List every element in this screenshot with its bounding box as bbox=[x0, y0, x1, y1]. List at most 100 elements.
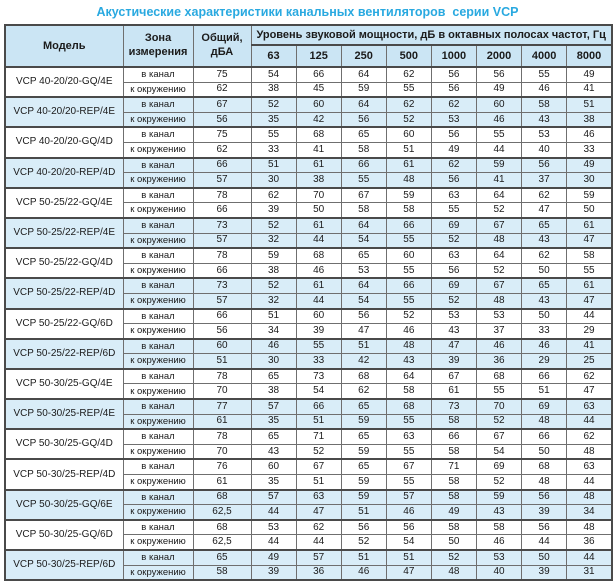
total-dba-cell: 70 bbox=[192, 383, 252, 400]
model-cell: VCP 50-30/25-GQ/4D bbox=[4, 428, 124, 460]
spl-value-cell: 36 bbox=[566, 534, 613, 551]
table-row-ambient: к окружению 62,5 44 44 52 54 50 46 44 36 bbox=[5, 534, 613, 551]
spl-value-cell: 63 bbox=[385, 428, 432, 445]
spl-value-cell: 65 bbox=[340, 428, 387, 445]
spl-value-cell: 59 bbox=[340, 488, 387, 506]
spl-value-cell: 58 bbox=[475, 518, 523, 536]
header-frequency-8000: 8000 bbox=[566, 44, 613, 68]
spl-value-cell: 62 bbox=[521, 247, 568, 264]
spl-value-cell: 51 bbox=[566, 96, 613, 113]
spl-value-cell: 62 bbox=[385, 65, 432, 83]
spl-value-cell: 65 bbox=[340, 247, 387, 264]
zone-cell-duct: в канал bbox=[122, 307, 194, 325]
spl-value-cell: 62 bbox=[385, 96, 432, 113]
table-row-ambient: к окружению 70 43 52 59 55 58 54 50 48 bbox=[5, 443, 613, 460]
table-row-duct: VCP 50-30/25-GQ/6E в канал 68 57 63 59 57 58 59 5… bbox=[4, 488, 613, 521]
total-dba-cell: 78 bbox=[192, 247, 252, 264]
spl-value-cell: 47 bbox=[340, 323, 387, 340]
spl-value-cell: 60 bbox=[295, 307, 342, 325]
spl-value-cell: 63 bbox=[295, 488, 342, 506]
spl-value-cell: 30 bbox=[566, 172, 613, 189]
spl-value-cell: 46 bbox=[250, 337, 297, 355]
spl-value-cell: 49 bbox=[566, 65, 613, 83]
spl-value-cell: 47 bbox=[566, 232, 613, 249]
spl-value-cell: 50 bbox=[295, 202, 342, 219]
spl-value-cell: 39 bbox=[250, 202, 297, 219]
spl-value-cell: 44 bbox=[566, 548, 613, 566]
spl-value-cell: 70 bbox=[295, 186, 342, 204]
zone-cell-duct: в канал bbox=[122, 96, 194, 113]
spl-value-cell: 33 bbox=[250, 141, 297, 159]
spl-value-cell: 32 bbox=[250, 292, 297, 310]
table-row-duct: VCP 40-20/20-REP/4E в канал 67 52 60 64 62 62 60… bbox=[4, 96, 613, 128]
spl-value-cell: 56 bbox=[475, 65, 523, 83]
spl-value-cell: 48 bbox=[385, 337, 432, 355]
spl-value-cell: 46 bbox=[475, 111, 523, 128]
spl-value-cell: 64 bbox=[340, 277, 387, 294]
header-row-frequencies: 63 125 250 500 1000 2000 4000 8000 bbox=[5, 44, 613, 68]
spl-value-cell: 56 bbox=[340, 111, 387, 128]
spl-value-cell: 73 bbox=[430, 398, 477, 415]
spl-value-cell: 48 bbox=[475, 292, 523, 310]
table-row-duct: VCP 40-20/20-GQ/4E в канал 75 54 66 64 62 56 56 5… bbox=[4, 65, 613, 98]
spl-value-cell: 44 bbox=[566, 474, 613, 491]
spl-value-cell: 62 bbox=[250, 186, 297, 204]
spl-value-cell: 43 bbox=[521, 292, 568, 310]
zone-cell-duct: в канал bbox=[122, 428, 194, 445]
spl-value-cell: 54 bbox=[340, 292, 387, 310]
spl-value-cell: 33 bbox=[295, 353, 342, 370]
spl-value-cell: 46 bbox=[340, 564, 387, 581]
total-dba-cell: 62,5 bbox=[192, 534, 252, 551]
zone-cell-ambient: к окружению bbox=[122, 534, 194, 551]
spl-value-cell: 46 bbox=[566, 126, 613, 143]
table-body: VCP 40-20/20-GQ/4E в канал 75 54 66 64 62 56 56 5… bbox=[4, 65, 613, 581]
zone-cell-duct: в канал bbox=[122, 216, 194, 234]
table-row-duct: VCP 50-25/22-REP/4E в канал 73 52 61 64 66 69 67… bbox=[4, 216, 613, 249]
spl-value-cell: 53 bbox=[340, 262, 387, 279]
spl-value-cell: 58 bbox=[430, 443, 477, 460]
spl-value-cell: 53 bbox=[475, 307, 523, 325]
zone-cell-ambient: к окружению bbox=[122, 323, 194, 340]
zone-cell-duct: в канал bbox=[122, 458, 194, 476]
spl-value-cell: 36 bbox=[295, 564, 342, 581]
spl-value-cell: 37 bbox=[475, 323, 523, 340]
spl-value-cell: 53 bbox=[475, 548, 523, 566]
spl-value-cell: 48 bbox=[430, 564, 477, 581]
total-dba-cell: 62,5 bbox=[192, 504, 252, 521]
spl-value-cell: 47 bbox=[385, 564, 432, 581]
spl-value-cell: 43 bbox=[521, 232, 568, 249]
spl-value-cell: 56 bbox=[430, 172, 477, 189]
spl-value-cell: 56 bbox=[340, 518, 387, 536]
spl-value-cell: 48 bbox=[475, 232, 523, 249]
spl-value-cell: 51 bbox=[340, 548, 387, 566]
zone-cell-ambient: к окружению bbox=[122, 383, 194, 400]
spl-value-cell: 53 bbox=[250, 518, 297, 536]
spl-value-cell: 38 bbox=[250, 262, 297, 279]
spl-value-cell: 54 bbox=[295, 383, 342, 400]
spl-value-cell: 61 bbox=[295, 156, 342, 174]
total-dba-cell: 56 bbox=[192, 323, 252, 340]
spl-value-cell: 67 bbox=[475, 277, 523, 294]
spl-value-cell: 65 bbox=[340, 126, 387, 143]
zone-cell-ambient: к окружению bbox=[122, 262, 194, 279]
spl-value-cell: 54 bbox=[340, 232, 387, 249]
spl-value-cell: 58 bbox=[340, 141, 387, 159]
model-cell: VCP 40-20/20-REP/4D bbox=[4, 156, 124, 189]
spl-value-cell: 50 bbox=[521, 443, 568, 460]
spl-value-cell: 68 bbox=[295, 126, 342, 143]
spl-value-cell: 34 bbox=[250, 323, 297, 340]
spl-value-cell: 62 bbox=[566, 428, 613, 445]
spl-value-cell: 68 bbox=[295, 247, 342, 264]
spl-value-cell: 44 bbox=[295, 292, 342, 310]
spl-value-cell: 61 bbox=[385, 156, 432, 174]
model-cell: VCP 50-30/25-REP/6D bbox=[4, 548, 124, 581]
spl-value-cell: 69 bbox=[521, 398, 568, 415]
total-dba-cell: 68 bbox=[192, 518, 252, 536]
spl-value-cell: 50 bbox=[566, 202, 613, 219]
spl-value-cell: 50 bbox=[521, 262, 568, 279]
model-cell: VCP 50-25/22-GQ/4E bbox=[4, 186, 124, 219]
zone-cell-ambient: к окружению bbox=[122, 172, 194, 189]
spl-value-cell: 43 bbox=[430, 323, 477, 340]
model-cell: VCP 50-25/22-REP/4D bbox=[4, 277, 124, 310]
zone-cell-duct: в канал bbox=[122, 548, 194, 566]
